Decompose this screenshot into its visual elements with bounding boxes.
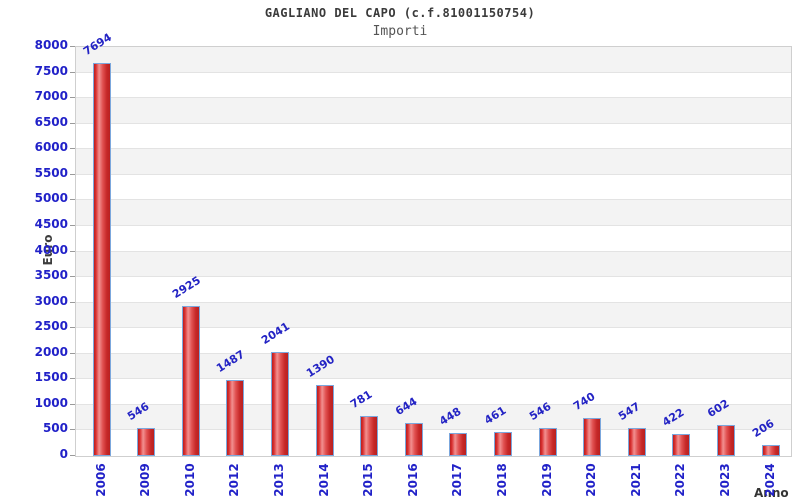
y-tick-mark [70,378,75,380]
y-tick-mark [70,276,75,278]
grid-line [76,148,791,150]
x-tick-label: 2015 [361,463,376,497]
x-tick-label: 2024 [762,463,777,497]
grid-line [76,403,791,405]
y-tick-label: 3500 [34,268,68,283]
y-tick-mark [70,148,75,150]
y-tick-label: 7500 [34,63,68,78]
x-tick-label: 2006 [93,463,108,497]
grid-line [76,122,791,124]
x-tick-label: 2014 [316,463,331,497]
grid-line [76,327,791,329]
grid-line [76,250,791,252]
bar [627,428,646,456]
y-tick-label: 1000 [34,395,68,410]
bar-value-label: 2925 [169,274,203,302]
y-tick-mark [70,71,75,73]
x-tick-label: 2010 [182,463,197,497]
y-tick-label: 4000 [34,242,68,257]
x-axis-title: Anno [754,486,789,500]
grid-line [76,173,791,175]
grid-line [76,97,791,99]
y-tick-label: 4500 [34,216,68,231]
grid-line [76,429,791,431]
x-tick-label: 2019 [539,463,554,497]
x-tick-label: 2023 [717,463,732,497]
y-tick-label: 7000 [34,89,68,104]
y-tick-mark [70,301,75,303]
y-tick-label: 2000 [34,344,68,359]
x-tick-label: 2012 [227,463,242,497]
y-tick-label: 5500 [34,165,68,180]
y-tick-label: 6000 [34,140,68,155]
y-grid-band [76,98,791,124]
bar [137,428,156,456]
y-tick-label: 8000 [34,38,68,52]
y-tick-label: 1500 [34,370,68,385]
bar [404,423,423,456]
y-tick-label: 500 [42,421,68,436]
y-tick-mark [70,122,75,124]
y-tick-mark [70,173,75,175]
bar [226,379,245,456]
grid-line [76,301,791,303]
y-grid-band [76,200,791,226]
y-tick-mark [70,403,75,405]
y-tick-label: 2500 [34,319,68,334]
y-tick-label: 0 [59,447,68,461]
bar [493,432,512,456]
grid-line [76,199,791,201]
y-tick-mark [70,429,75,431]
x-tick-label: 2020 [584,463,599,497]
x-tick-label: 2021 [628,463,643,497]
y-tick-mark [70,327,75,329]
bar [181,306,200,456]
grid-line [76,378,791,380]
bar [360,416,379,456]
x-tick-label: 2013 [271,463,286,497]
bar [315,384,334,456]
x-tick-label: 2016 [405,463,420,497]
bar [92,62,111,456]
bar [538,428,557,456]
y-grid-band [76,251,791,278]
y-tick-label: 6500 [34,114,68,129]
y-tick-mark [70,97,75,99]
chart-subtitle: Importi [372,24,428,39]
bar [761,445,780,456]
x-tick-label: 2022 [673,463,688,497]
x-tick-label: 2009 [138,463,153,497]
bar [270,351,289,456]
bar [716,425,735,456]
y-grid-band [76,149,791,175]
bar [583,418,602,456]
x-tick-label: 2017 [450,463,465,497]
y-tick-mark [70,46,75,47]
y-tick-mark [70,455,75,456]
bar [672,434,691,456]
y-tick-mark [70,199,75,201]
y-tick-mark [70,352,75,354]
y-tick-mark [70,250,75,252]
grid-line [76,224,791,226]
x-tick-label: 2018 [494,463,509,497]
y-tick-mark [70,224,75,226]
plot-area: 7694 546 2925 1487 2041 1390 781 644 448 461 546 74… [75,30,792,457]
grid-line [76,276,791,278]
y-tick-label: 3000 [34,293,68,308]
chart-title: GAGLIANO DEL CAPO (c.f.81001150754) [264,6,536,20]
y-tick-label: 5000 [34,191,68,206]
y-grid-band [76,47,791,73]
grid-line [76,352,791,354]
bar [449,433,468,456]
grid-line [76,71,791,73]
